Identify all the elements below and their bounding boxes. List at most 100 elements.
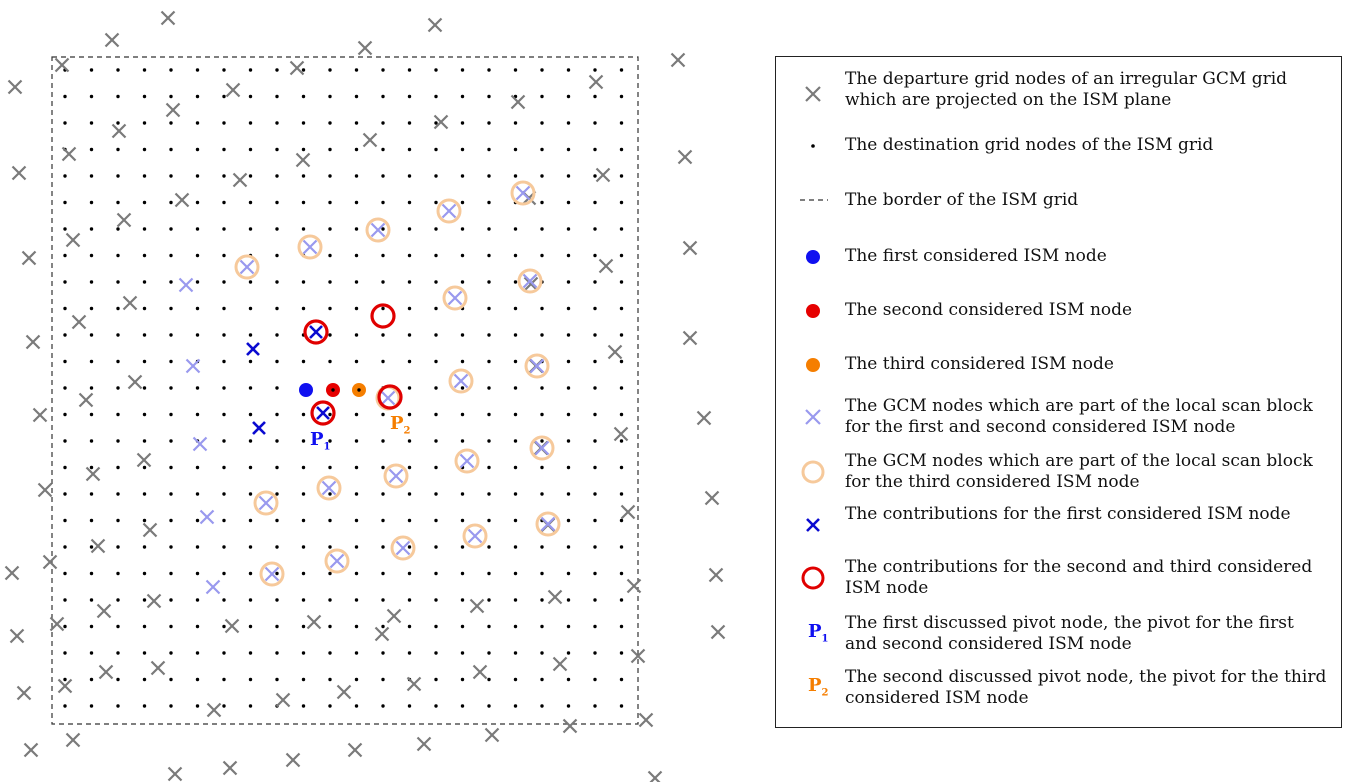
ism-node — [460, 68, 465, 72]
legend: The departure grid nodes of an irregular… — [775, 56, 1342, 728]
scan-block-nodes — [178, 185, 556, 595]
pivot-p1-icon: P1 — [808, 621, 829, 645]
ism-node — [89, 280, 94, 284]
scan-block-cross — [239, 259, 255, 275]
scan-block-cross — [534, 440, 550, 456]
ism-node — [354, 280, 359, 284]
ism-node — [487, 465, 491, 470]
ism-node — [222, 677, 226, 682]
ism-node — [301, 147, 306, 152]
ism-node — [619, 280, 624, 284]
ism-node — [460, 253, 465, 258]
ism-node — [619, 147, 624, 152]
ism-node — [301, 704, 306, 708]
ism-node — [248, 359, 253, 364]
ism-node — [89, 94, 94, 99]
gcm-node-cross — [484, 727, 500, 743]
ism-node — [593, 518, 597, 523]
gray-cross-icon — [805, 86, 821, 102]
ism-grid-nodes — [63, 68, 624, 708]
ism-node — [513, 545, 518, 549]
first-contribution-cross — [246, 342, 260, 356]
ism-node — [195, 518, 200, 523]
ism-node — [460, 677, 465, 682]
ism-node — [195, 492, 200, 496]
ism-grid-border — [51, 56, 639, 725]
ism-node — [407, 94, 412, 99]
ism-node — [513, 147, 518, 152]
gcm-node-cross — [7, 79, 23, 95]
gcm-node-cross — [174, 192, 190, 208]
legend-text: The second considered ISM node — [845, 300, 1133, 320]
third-scan-ring — [383, 463, 409, 489]
ism-node — [63, 624, 67, 629]
ism-node — [169, 386, 173, 390]
third-scan-ring — [253, 490, 279, 516]
ism-node — [407, 439, 412, 443]
ism-node — [116, 571, 120, 576]
gcm-node-cross — [357, 40, 373, 56]
gcm-node-cross — [224, 618, 240, 634]
ism-node — [381, 624, 385, 629]
ism-node — [381, 68, 385, 72]
gcm-node-cross — [336, 684, 352, 700]
third-scan-ring — [442, 285, 468, 311]
third-scan-ring — [365, 217, 391, 243]
ism-node — [222, 545, 226, 549]
gcm-node-cross — [613, 426, 629, 442]
ism-node — [301, 68, 306, 72]
ism-node — [116, 306, 120, 311]
gcm-node-cross — [362, 132, 378, 148]
ism-node — [328, 651, 332, 655]
gcm-node-cross — [416, 736, 432, 752]
ism-node — [63, 253, 67, 258]
ism-node — [619, 253, 624, 258]
ism-node — [434, 677, 438, 682]
gcm-node-cross — [165, 102, 181, 118]
gcm-node-cross — [160, 10, 176, 26]
ism-node — [222, 227, 226, 231]
ism-node — [566, 147, 571, 152]
gcm-node-cross — [232, 172, 248, 188]
ism-node — [142, 677, 147, 682]
ism-node — [169, 677, 173, 682]
ism-node — [142, 492, 147, 496]
ism-node — [248, 386, 253, 390]
ism-node — [593, 94, 597, 99]
scan-block-cross — [540, 516, 556, 532]
ism-node — [540, 598, 544, 602]
ism-node — [328, 306, 332, 311]
second-contribution-ring — [310, 400, 336, 426]
ism-node — [248, 280, 253, 284]
ism-node — [487, 651, 491, 655]
ism-node — [566, 359, 571, 364]
ism-node — [248, 571, 253, 576]
ism-node — [407, 174, 412, 178]
ism-node — [142, 200, 147, 205]
gcm-node-cross — [85, 466, 101, 482]
ism-node — [619, 333, 624, 337]
ism-node — [328, 598, 332, 602]
gcm-node-cross — [704, 490, 720, 506]
ism-node — [354, 333, 359, 337]
considered-ism-nodes — [299, 383, 366, 397]
ism-node — [354, 306, 359, 311]
ism-node — [63, 333, 67, 337]
ism-node — [593, 253, 597, 258]
ism-node — [142, 68, 147, 72]
ism-node — [566, 412, 571, 417]
pivot-label-p1: P1 — [310, 429, 331, 453]
ism-node — [275, 518, 279, 523]
ism-node — [222, 121, 226, 125]
scan-block-cross — [515, 185, 531, 201]
ism-node — [275, 68, 279, 72]
ism-node — [195, 412, 200, 417]
ism-node — [328, 518, 332, 523]
ism-node — [434, 704, 438, 708]
gcm-node-cross — [598, 258, 614, 274]
gcm-node-cross — [61, 146, 77, 162]
ism-node — [169, 439, 173, 443]
ism-node — [407, 333, 412, 337]
ism-node — [328, 94, 332, 99]
ism-node — [222, 147, 226, 152]
